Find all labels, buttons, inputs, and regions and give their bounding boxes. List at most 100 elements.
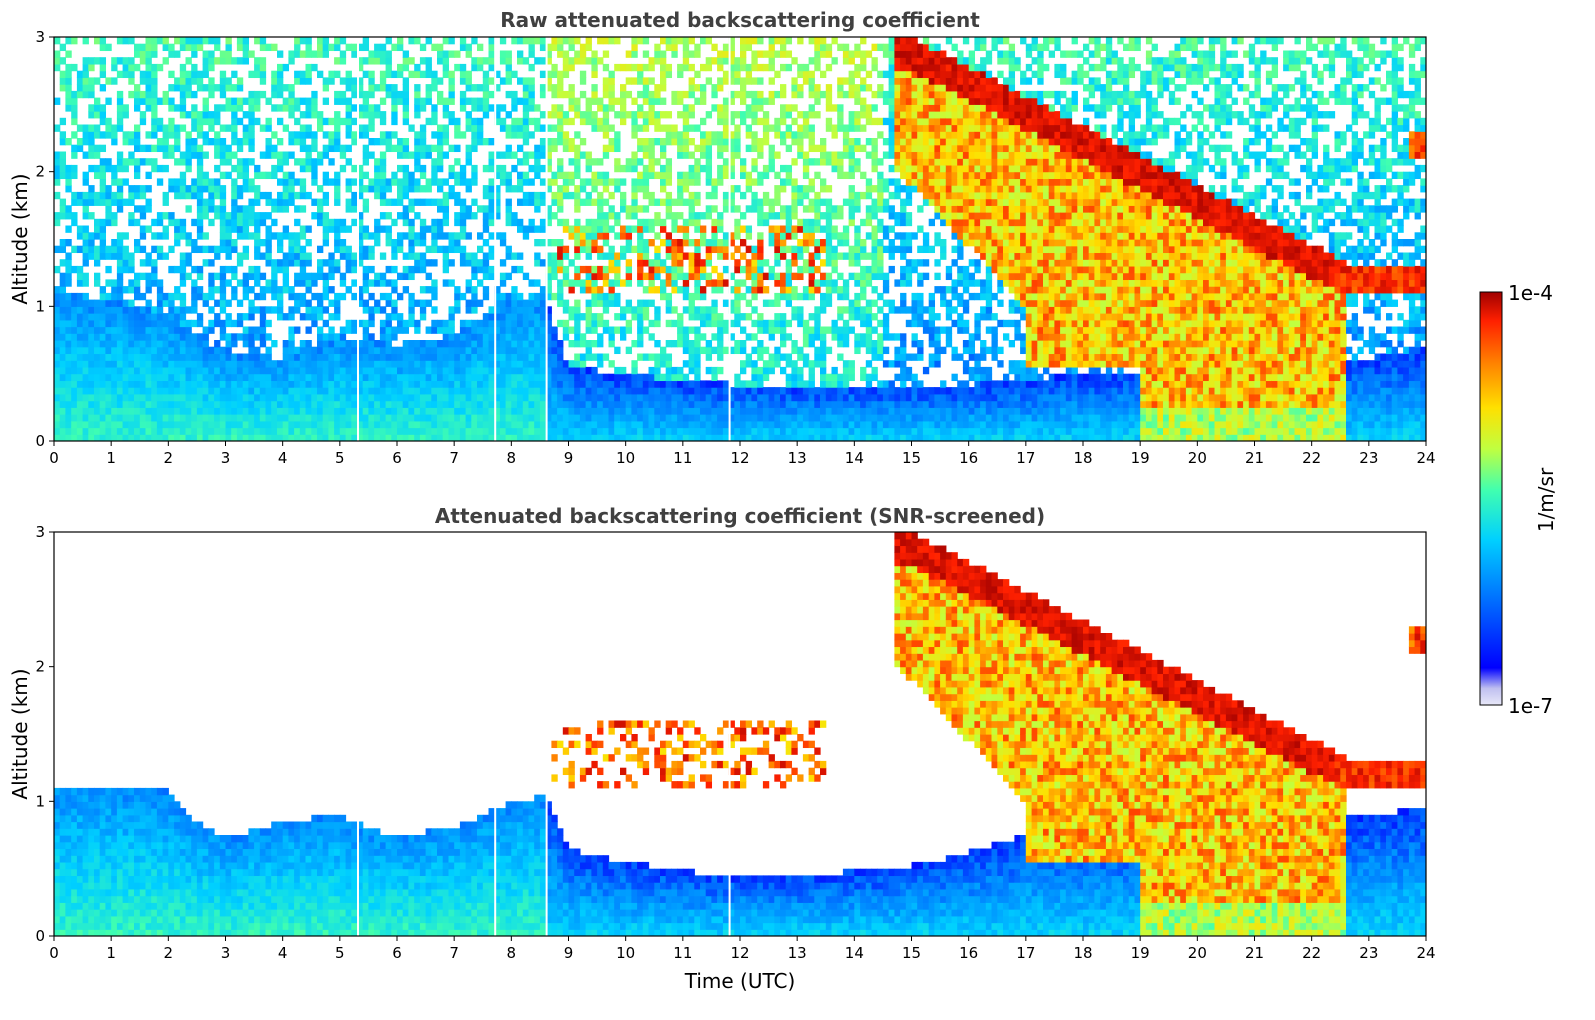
heatmap-cell: [642, 427, 650, 435]
heatmap-cell: [711, 57, 718, 65]
heatmap-cell: [202, 212, 209, 220]
heatmap-cell: [614, 218, 621, 227]
heatmap-cell: [539, 340, 547, 348]
heatmap-cell: [425, 37, 432, 45]
heatmap-cell: [94, 427, 101, 435]
heatmap-cell: [65, 164, 72, 173]
heatmap-cell: [585, 117, 592, 126]
heatmap-cell: [282, 252, 290, 260]
heatmap-cell: [328, 427, 335, 435]
heatmap-cell: [391, 346, 398, 355]
heatmap-cell: [465, 333, 472, 341]
heatmap-cell: [585, 43, 592, 52]
heatmap-cell: [682, 171, 690, 180]
heatmap-cell: [162, 37, 169, 45]
heatmap-cell: [465, 286, 472, 294]
heatmap-cell: [574, 104, 581, 112]
heatmap-cell: [345, 178, 352, 186]
heatmap-cell: [751, 138, 758, 146]
heatmap-cell: [757, 434, 764, 441]
heatmap-cell: [94, 373, 101, 382]
heatmap-cell: [111, 400, 118, 408]
heatmap-cell: [254, 198, 261, 206]
heatmap-cell: [534, 299, 541, 307]
heatmap-cell: [448, 97, 455, 105]
heatmap-cell: [471, 360, 478, 368]
heatmap-cell: [374, 306, 381, 314]
heatmap-cell: [305, 366, 312, 375]
heatmap-cell: [362, 380, 370, 388]
heatmap-cell: [499, 407, 507, 415]
heatmap-cell: [574, 245, 581, 254]
heatmap-cell: [288, 138, 295, 146]
heatmap-cell: [534, 326, 541, 334]
heatmap-cell: [488, 151, 495, 159]
heatmap-cell: [259, 353, 267, 361]
heatmap-cell: [448, 319, 455, 328]
heatmap-cell: [214, 131, 221, 139]
heatmap-cell: [448, 393, 455, 402]
heatmap-cell: [65, 178, 72, 186]
heatmap-cell: [454, 212, 461, 220]
heatmap-cell: [185, 407, 192, 415]
heatmap-cell: [282, 387, 290, 395]
heatmap-cell: [597, 313, 604, 321]
heatmap-cell: [88, 414, 95, 422]
heatmap-cell: [208, 353, 215, 361]
heatmap-cell: [677, 326, 684, 334]
heatmap-cell: [425, 326, 432, 334]
heatmap-cell: [740, 346, 747, 355]
heatmap-cell: [762, 414, 770, 422]
heatmap-cell: [459, 393, 467, 402]
heatmap-cell: [76, 380, 84, 388]
heatmap-cell: [116, 90, 124, 99]
heatmap-cell: [694, 212, 701, 220]
heatmap-cell: [705, 131, 713, 139]
heatmap-cell: [202, 333, 209, 341]
heatmap-cell: [59, 292, 67, 301]
heatmap-cell: [579, 70, 587, 79]
heatmap-cell: [379, 319, 387, 328]
heatmap-cell: [477, 380, 484, 388]
heatmap-cell: [745, 171, 753, 180]
heatmap-cell: [528, 151, 535, 159]
heatmap-cell: [88, 245, 95, 254]
heatmap-cell: [219, 333, 227, 341]
heatmap-cell: [134, 90, 141, 99]
heatmap-cell: [242, 245, 250, 254]
heatmap-cell: [259, 151, 267, 159]
heatmap-cell: [505, 144, 512, 153]
heatmap-cell: [448, 333, 455, 341]
heatmap-cell: [671, 286, 678, 294]
heatmap-cell: [391, 427, 398, 435]
heatmap-cell: [665, 198, 673, 206]
heatmap-cell: [88, 111, 95, 119]
heatmap-cell: [459, 427, 467, 435]
heatmap-cell: [231, 185, 238, 193]
heatmap-cell: [385, 84, 392, 92]
heatmap-cell: [505, 427, 512, 435]
heatmap-cell: [397, 434, 404, 441]
heatmap-cell: [328, 77, 335, 85]
heatmap-cell: [134, 414, 141, 422]
heatmap-cell: [214, 272, 221, 281]
heatmap-cell: [185, 90, 192, 99]
heatmap-cell: [254, 90, 261, 99]
heatmap-cell: [488, 427, 495, 435]
heatmap-cell: [408, 380, 415, 388]
heatmap-cell: [517, 117, 524, 126]
heatmap-cell: [71, 333, 78, 341]
heatmap-cell: [528, 366, 535, 375]
heatmap-cell: [54, 313, 61, 321]
heatmap-cell: [700, 393, 707, 402]
heatmap-cell: [242, 43, 250, 52]
heatmap-cell: [231, 212, 238, 220]
heatmap-cell: [677, 198, 684, 206]
heatmap-cell: [728, 111, 735, 119]
heatmap-cell: [711, 245, 718, 254]
heatmap-cell: [419, 366, 427, 375]
panel-raw-backscatter: Raw attenuated backscattering coefficien…: [8, 8, 1436, 467]
heatmap-cell: [499, 37, 507, 45]
heatmap-cell: [151, 353, 158, 361]
heatmap-cell: [294, 414, 301, 422]
